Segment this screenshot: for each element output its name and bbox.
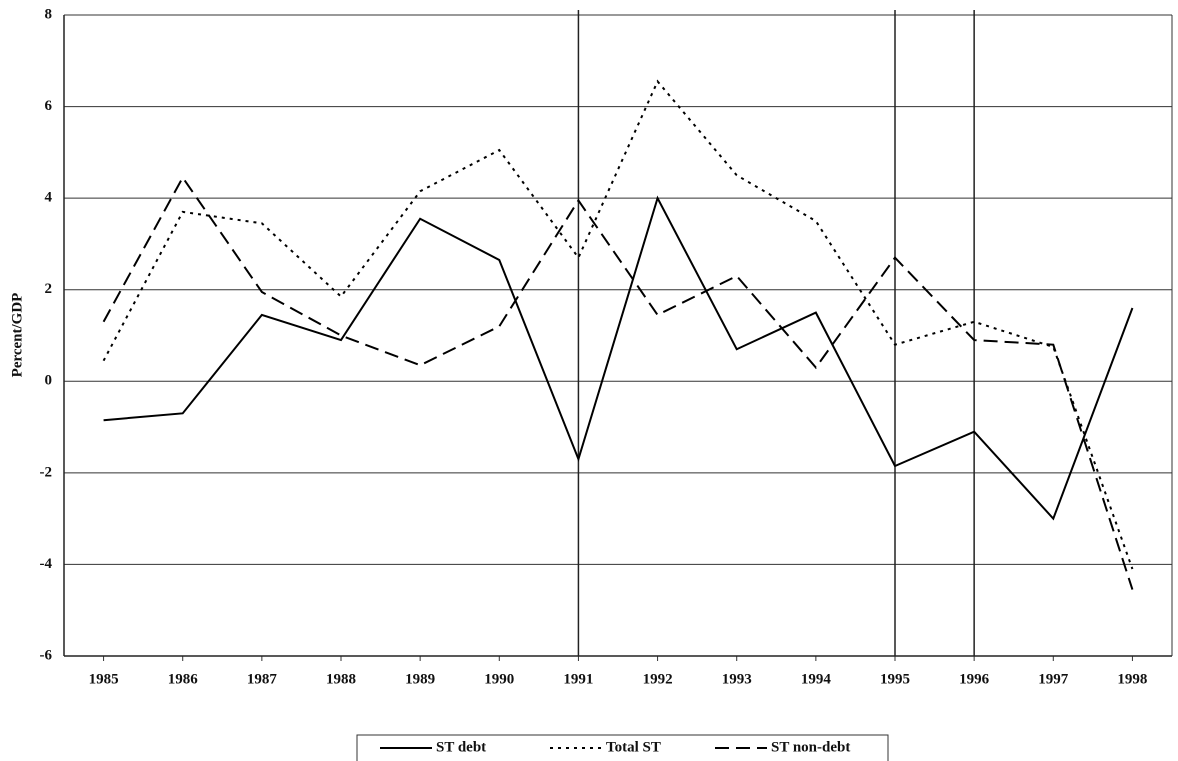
series-line	[102, 79, 1134, 570]
x-tick-label: 1998	[1117, 671, 1147, 687]
x-tick-label: 1989	[405, 671, 435, 687]
x-tick-label: 1991	[563, 671, 593, 687]
series-line	[103, 195, 1134, 521]
y-tick-label: 6	[45, 98, 53, 114]
x-tick-label: 1994	[801, 671, 832, 687]
legend-label: ST non-debt	[771, 739, 850, 755]
x-tick-label: 1990	[484, 671, 514, 687]
y-axis-label: Percent/GDP	[9, 293, 25, 378]
x-tick-label: 1997	[1038, 671, 1069, 687]
x-tick-label: 1996	[959, 671, 990, 687]
y-tick-label: 4	[45, 190, 53, 206]
y-tick-label: -6	[40, 647, 53, 663]
x-tick-label: 1987	[247, 671, 278, 687]
y-tick-label: -4	[40, 556, 53, 572]
x-tick-label: 1992	[643, 671, 673, 687]
x-tick-label: 1985	[89, 671, 119, 687]
legend-box	[356, 734, 889, 761]
legend-label: ST debt	[436, 739, 486, 755]
x-tick-label: 1995	[880, 671, 910, 687]
x-tick-label: 1993	[722, 671, 752, 687]
series-line	[102, 175, 1134, 590]
x-tick-label: 1988	[326, 671, 356, 687]
y-tick-label: 8	[45, 6, 53, 22]
x-tick-label: 1986	[168, 671, 199, 687]
legend-label: Total ST	[606, 739, 661, 755]
y-tick-label: -2	[40, 464, 53, 480]
y-tick-label: 0	[45, 373, 53, 389]
y-tick-label: 2	[45, 281, 53, 297]
